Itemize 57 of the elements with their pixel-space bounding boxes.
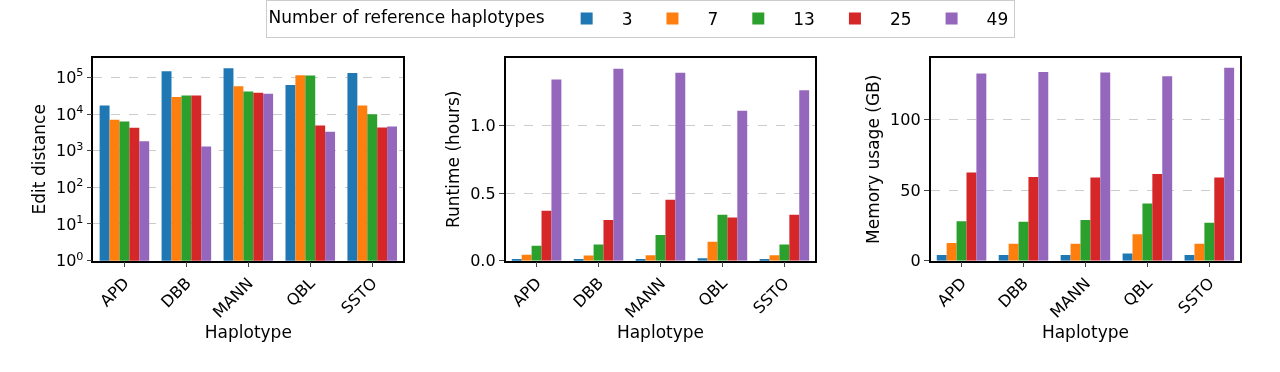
y-tick-label: 100 <box>890 110 921 130</box>
legend-label: 7 <box>707 9 719 30</box>
y-tick-label: 1.0 <box>470 116 496 136</box>
bar <box>1090 177 1101 261</box>
x-axis-title: Haplotype <box>1041 322 1129 343</box>
legend-label: 3 <box>621 9 633 30</box>
y-tick-label: 10$^{1}$ <box>56 212 84 234</box>
bar <box>645 255 656 261</box>
bar <box>603 220 614 261</box>
bar <box>799 90 810 261</box>
x-tick-label: QBL <box>282 273 319 311</box>
legend-label: 25 <box>889 9 912 30</box>
y-tick-label: 0.5 <box>470 183 496 203</box>
legend-title: Number of reference haplotypes <box>268 7 545 28</box>
y-axis-title: Memory usage (GB) <box>863 74 884 244</box>
bar <box>1142 203 1153 261</box>
bar <box>1008 243 1019 261</box>
x-tick-label: QBL <box>694 273 731 311</box>
bar <box>956 221 967 261</box>
y-tick-label: 10$^{3}$ <box>56 139 84 161</box>
bar <box>1162 76 1173 261</box>
bar <box>779 244 790 261</box>
y-axis-title: Edit distance <box>29 104 50 215</box>
bar <box>1204 222 1215 261</box>
bar <box>551 79 562 261</box>
y-tick-label: 50 <box>900 180 921 200</box>
bar <box>1028 177 1039 261</box>
bar <box>613 68 624 261</box>
bar <box>1214 177 1225 261</box>
bar <box>531 245 542 261</box>
bar <box>717 214 728 261</box>
bar <box>737 110 748 261</box>
bar <box>675 72 686 261</box>
x-axis-title: Haplotype <box>616 322 705 343</box>
bar <box>966 172 977 261</box>
bar <box>976 73 987 261</box>
y-tick-label: 10$^{4}$ <box>56 102 84 124</box>
legend-label: 13 <box>793 9 815 30</box>
y-tick-label: 10$^{2}$ <box>56 176 84 197</box>
y-tick-label: 10$^{5}$ <box>56 66 84 87</box>
bar <box>727 217 738 261</box>
y-tick-label: 10$^{0}$ <box>56 249 84 271</box>
y-tick-label: 0.0 <box>470 251 496 271</box>
x-axis-title: Haplotype <box>204 322 292 343</box>
bar <box>665 199 676 261</box>
bar <box>946 243 957 261</box>
x-tick-label: QBL <box>1119 273 1156 311</box>
bar <box>789 214 800 261</box>
bar <box>1152 174 1163 261</box>
bar <box>1100 72 1111 261</box>
y-tick-label: 0 <box>910 251 921 271</box>
bar <box>1194 243 1205 261</box>
y-axis-title: Runtime (hours) <box>443 90 464 229</box>
bar <box>1224 67 1235 261</box>
bar <box>1080 220 1091 261</box>
bar <box>1038 72 1049 261</box>
legend-label: 49 <box>986 9 1009 30</box>
